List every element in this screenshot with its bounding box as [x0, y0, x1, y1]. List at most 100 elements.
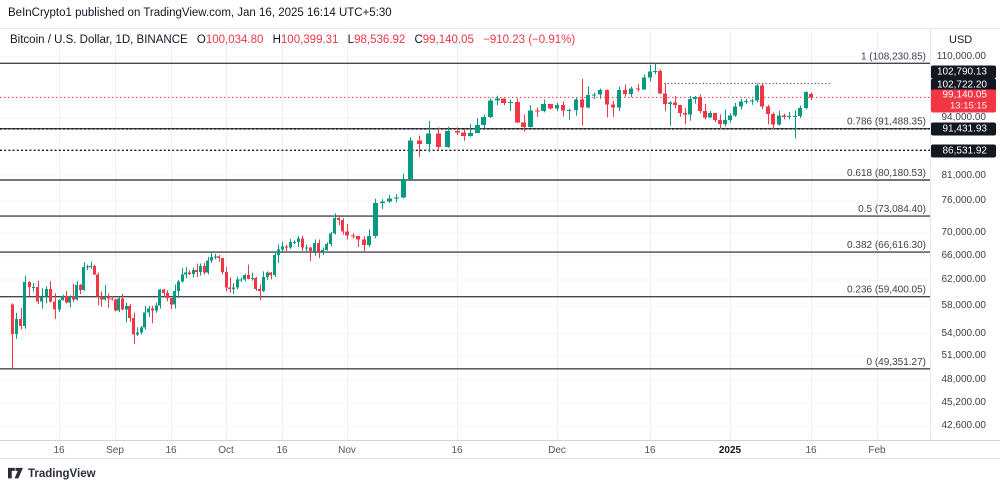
candle-body	[128, 305, 131, 319]
candle-body	[199, 265, 202, 272]
price-tick-label: 62,000.00	[941, 274, 987, 286]
candle-body	[254, 278, 257, 289]
candle-body	[387, 198, 392, 202]
low-value: 98,536.92	[354, 34, 406, 46]
candle-body	[269, 272, 272, 276]
candle-body	[809, 94, 813, 98]
candle-body	[708, 112, 712, 118]
candle-body	[528, 110, 533, 127]
candle-body	[155, 305, 158, 311]
candle-body	[68, 296, 71, 303]
candle-body	[36, 286, 39, 302]
candle-body	[239, 279, 242, 281]
candle-body	[184, 272, 187, 275]
candle-body	[40, 296, 43, 302]
candle-body	[166, 292, 169, 299]
candle-body	[445, 130, 450, 147]
symbol-title: Bitcoin / U.S. Dollar, 1D, BINANCE	[10, 34, 188, 46]
price-axis[interactable]: 110,000.00 94,000.00 81,000.00 76,000.00 70,…	[930, 0, 1000, 440]
candle-body	[468, 132, 473, 136]
candle-body	[277, 249, 280, 256]
candle-body	[345, 231, 349, 236]
candle-body	[158, 289, 161, 306]
candle-body	[793, 116, 797, 118]
candle-body	[698, 96, 702, 111]
candle-body	[678, 105, 682, 114]
candle-body	[258, 288, 261, 291]
close-value: 99,140.05	[422, 34, 474, 46]
candle-body	[683, 113, 687, 115]
candle-body	[217, 256, 220, 259]
current-price-badge: 99,140.05 13:15:15	[931, 89, 996, 113]
candle-body	[110, 298, 113, 300]
candle-body	[15, 318, 18, 334]
tradingview-icon	[8, 467, 23, 479]
candle-body	[262, 276, 265, 291]
price-tick-label: 81,000.00	[941, 170, 987, 182]
price-axis-border	[930, 28, 931, 440]
candle-body	[535, 110, 540, 112]
candle-body	[495, 98, 500, 101]
candle-body	[19, 318, 22, 326]
candle-body	[236, 279, 239, 288]
candle-body	[417, 140, 422, 144]
time-axis-label: Nov	[338, 445, 356, 456]
candle-body	[203, 265, 206, 273]
fib-label: 0.236 (59,400.05)	[847, 285, 926, 296]
price-tick-label: 58,000.00	[941, 299, 987, 311]
price-line-badge: 102,722.20	[931, 78, 996, 91]
candle-body	[170, 298, 173, 305]
time-axis-label: 16	[53, 445, 65, 456]
candle-body	[723, 119, 727, 124]
candle-body	[136, 332, 139, 335]
price-tick-label: 54,000.00	[941, 327, 987, 339]
time-axis-label: 16	[276, 445, 288, 456]
fib-label: 0 (49,351.27)	[867, 357, 927, 368]
fib-label: 0.5 (73,084.40)	[858, 204, 926, 215]
candle-body	[515, 101, 520, 123]
price-tick-label: 76,000.00	[941, 194, 987, 206]
candle-body	[574, 99, 578, 110]
price-line-badge: 86,531.92	[931, 144, 996, 157]
footer: TradingView	[0, 458, 1000, 486]
time-axis-label: Sep	[106, 445, 124, 456]
candle-body	[58, 299, 61, 310]
candle-body	[89, 265, 92, 267]
candle-body	[93, 265, 96, 275]
candle-body	[232, 287, 235, 289]
symbol-legend[interactable]: Bitcoin / U.S. Dollar, 1D, BINANCE O100,…	[10, 34, 575, 46]
candle-body	[718, 120, 722, 124]
candle-body	[629, 88, 633, 95]
candle-body	[28, 281, 31, 287]
tradingview-logo-text: TradingView	[28, 467, 96, 480]
candle-body	[688, 99, 692, 115]
candle-body	[804, 92, 808, 108]
time-axis-label: 2025	[718, 445, 742, 456]
candle-body	[356, 236, 360, 240]
candle-body	[82, 267, 85, 291]
candle-body	[787, 116, 791, 118]
candle-body	[394, 197, 399, 199]
open-label: O	[196, 34, 206, 46]
chart-canvas[interactable]: 1 (108,230.85) 0.786 (91,488.35) 0.618 (80…	[0, 0, 930, 440]
candle-body	[605, 89, 609, 105]
candle-body	[147, 308, 150, 313]
attribution-bar: BeInCrypto1 published on TradingView.com…	[0, 0, 1000, 29]
fib-label: 0.382 (66,616.30)	[847, 240, 926, 251]
candle-body	[266, 272, 269, 277]
candle-body	[75, 285, 78, 300]
tradingview-logo-link[interactable]: TradingView	[8, 466, 96, 481]
candle-body	[210, 256, 213, 261]
price-tick-label: 94,000.00	[941, 112, 987, 124]
candle-body	[321, 249, 324, 252]
time-axis[interactable]: 16 Sep 16 Oct 16 Nov 16 Dec 16 2025 16 Feb	[0, 440, 1000, 459]
candle-body	[181, 274, 184, 282]
candle-body	[305, 247, 308, 249]
attribution-text: BeInCrypto1 published on TradingView.com…	[8, 7, 392, 19]
time-axis-label: 16	[805, 445, 817, 456]
candle-body	[408, 140, 413, 179]
candle-body	[333, 218, 336, 234]
candle-body	[173, 290, 176, 305]
candle-body	[750, 100, 754, 102]
candle-body	[555, 105, 559, 109]
